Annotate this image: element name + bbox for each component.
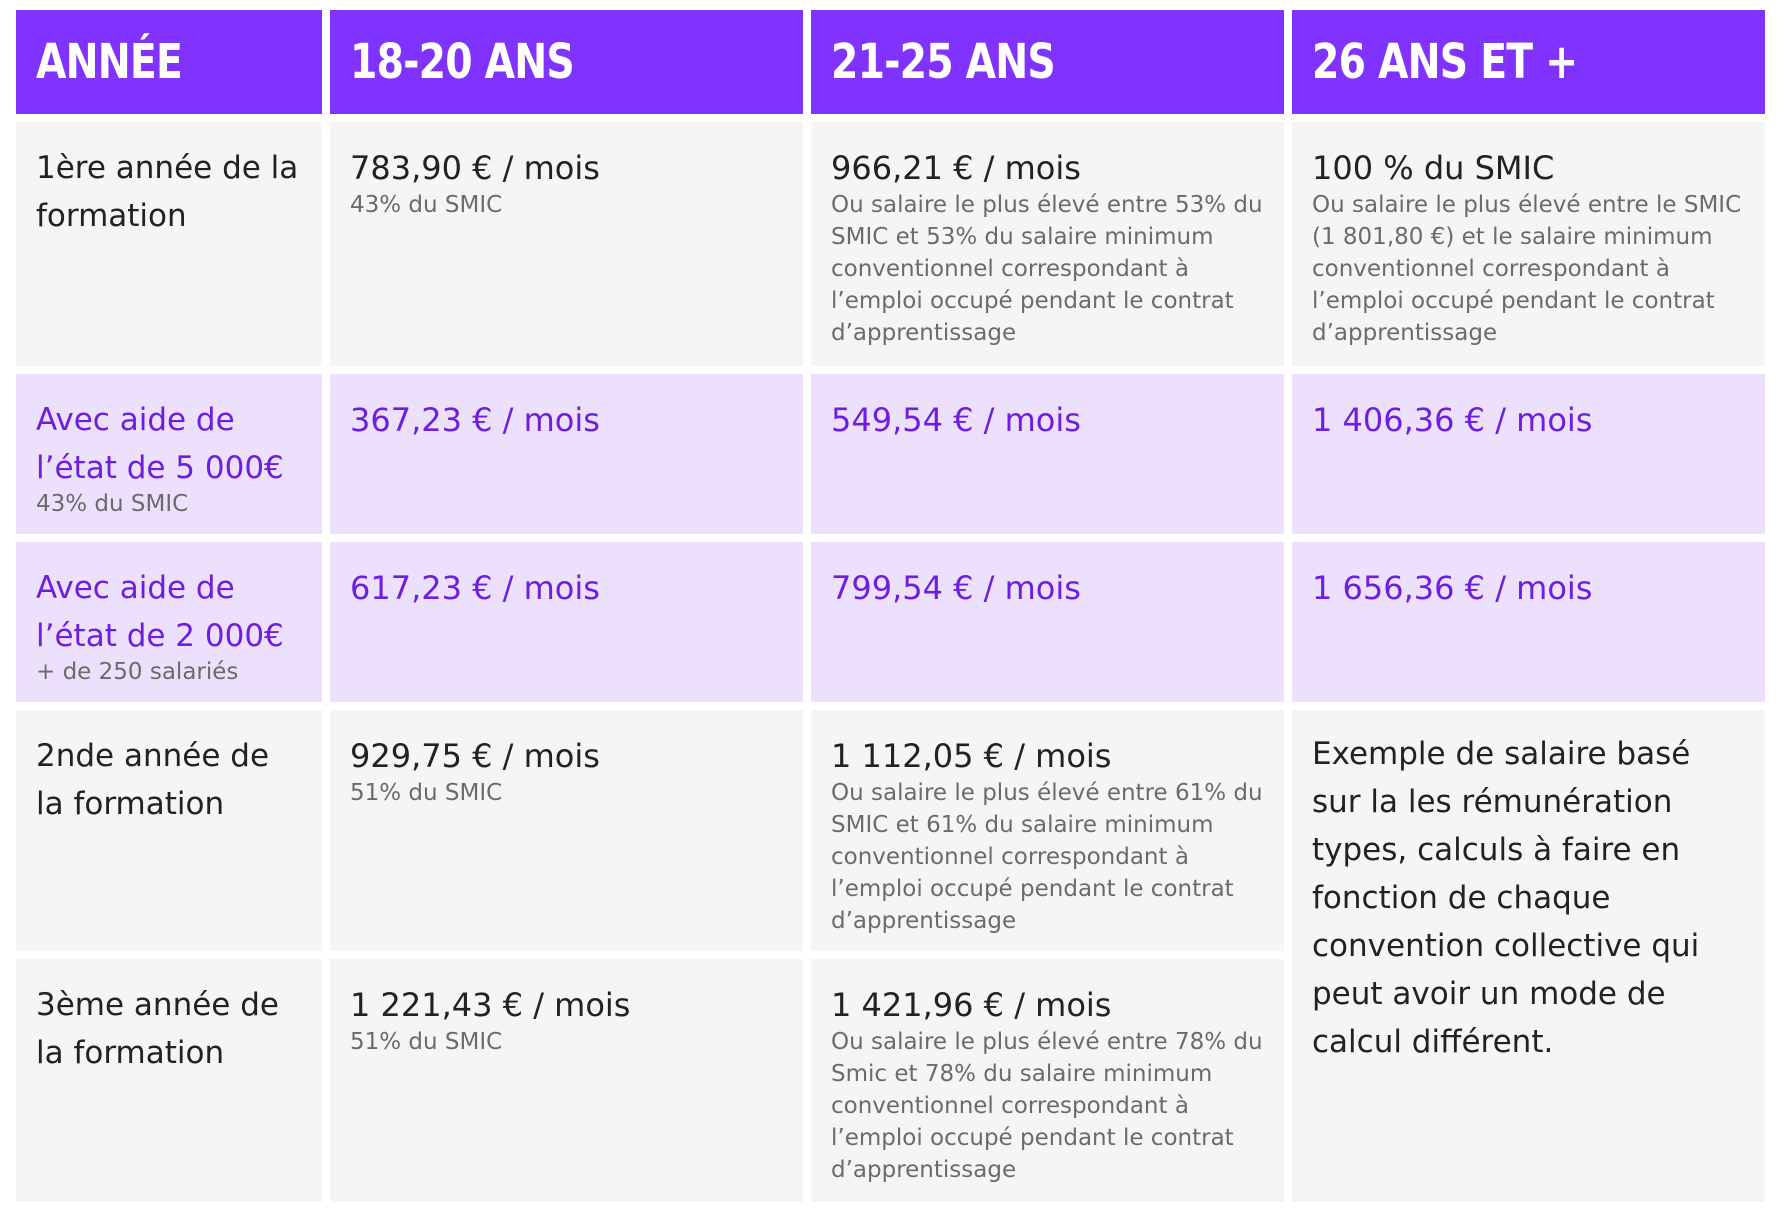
salary-value: 799,54 € / mois: [831, 569, 1081, 607]
salary-note: Ou salaire le plus élevé entre le SMIC (…: [1312, 192, 1742, 346]
salary-value: 966,21 € / mois: [831, 149, 1081, 187]
salary-value: 100 % du SMIC: [1312, 149, 1555, 187]
cell-year3-21-25: 1 421,96 € / mois Ou salaire le plus éle…: [811, 959, 1284, 1202]
salary-value: 367,23 € / mois: [350, 401, 600, 439]
header-26-plus: 26 ANS ET +: [1292, 10, 1765, 114]
salary-value: 783,90 € / mois: [350, 149, 600, 187]
row-label-note: 43% du SMIC: [36, 491, 189, 517]
header-18-20: 18-20 ANS: [330, 10, 803, 114]
header-annee: ANNÉE: [16, 10, 322, 114]
salary-value: 1 421,96 € / mois: [831, 986, 1112, 1024]
row-label-year-2: 2nde année de la formation: [16, 710, 322, 951]
cell-aid5000-18-20: 367,23 € / mois: [330, 374, 803, 534]
header-21-25: 21-25 ANS: [811, 10, 1284, 114]
salary-note: Ou salaire le plus élevé entre 78% du Sm…: [831, 1029, 1263, 1183]
row-label-year-1: 1ère année de la formation: [16, 122, 322, 366]
salary-note: 51% du SMIC: [350, 1029, 503, 1055]
cell-year1-18-20: 783,90 € / mois 43% du SMIC: [330, 122, 803, 366]
salary-value: 1 112,05 € / mois: [831, 737, 1112, 775]
cell-aid2000-21-25: 799,54 € / mois: [811, 542, 1284, 702]
cell-aid5000-26-plus: 1 406,36 € / mois: [1292, 374, 1765, 534]
cell-aid2000-26-plus: 1 656,36 € / mois: [1292, 542, 1765, 702]
salary-value: 617,23 € / mois: [350, 569, 600, 607]
row-label-aid-5000: Avec aide de l’état de 5 000€ 43% du SMI…: [16, 374, 322, 534]
salary-value: 1 406,36 € / mois: [1312, 401, 1593, 439]
salary-disclaimer: Exemple de salaire basé sur la les rémun…: [1312, 736, 1700, 1060]
note-cell: Exemple de salaire basé sur la les rémun…: [1292, 710, 1765, 1202]
cell-year1-21-25: 966,21 € / mois Ou salaire le plus élevé…: [811, 122, 1284, 366]
salary-note: 43% du SMIC: [350, 192, 503, 218]
row-label-aid-2000: Avec aide de l’état de 2 000€ + de 250 s…: [16, 542, 322, 702]
row-label: Avec aide de l’état de 5 000€: [36, 402, 284, 486]
row-label: Avec aide de l’état de 2 000€: [36, 570, 284, 654]
row-label-year-3: 3ème année de la formation: [16, 959, 322, 1202]
salary-value: 549,54 € / mois: [831, 401, 1081, 439]
row-label: 2nde année de la formation: [36, 738, 270, 822]
salary-value: 929,75 € / mois: [350, 737, 600, 775]
salary-note: Ou salaire le plus élevé entre 53% du SM…: [831, 192, 1263, 346]
salary-value: 1 221,43 € / mois: [350, 986, 631, 1024]
cell-year2-21-25: 1 112,05 € / mois Ou salaire le plus éle…: [811, 710, 1284, 951]
salary-value: 1 656,36 € / mois: [1312, 569, 1593, 607]
cell-aid2000-18-20: 617,23 € / mois: [330, 542, 803, 702]
salary-note: Ou salaire le plus élevé entre 61% du SM…: [831, 780, 1263, 934]
row-label-note: + de 250 salariés: [36, 659, 239, 685]
row-label: 1ère année de la formation: [36, 150, 299, 234]
row-label: 3ème année de la formation: [36, 987, 279, 1071]
cell-year3-18-20: 1 221,43 € / mois 51% du SMIC: [330, 959, 803, 1202]
salary-table: ANNÉE 18-20 ANS 21-25 ANS 26 ANS ET + 1è…: [16, 10, 1765, 1202]
cell-aid5000-21-25: 549,54 € / mois: [811, 374, 1284, 534]
cell-year2-18-20: 929,75 € / mois 51% du SMIC: [330, 710, 803, 951]
cell-year1-26-plus: 100 % du SMIC Ou salaire le plus élevé e…: [1292, 122, 1765, 366]
salary-note: 51% du SMIC: [350, 780, 503, 806]
